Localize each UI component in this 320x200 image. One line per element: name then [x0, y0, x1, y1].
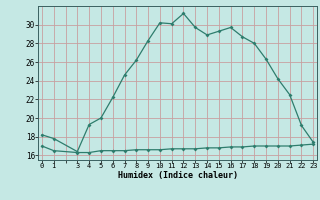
X-axis label: Humidex (Indice chaleur): Humidex (Indice chaleur): [118, 171, 238, 180]
